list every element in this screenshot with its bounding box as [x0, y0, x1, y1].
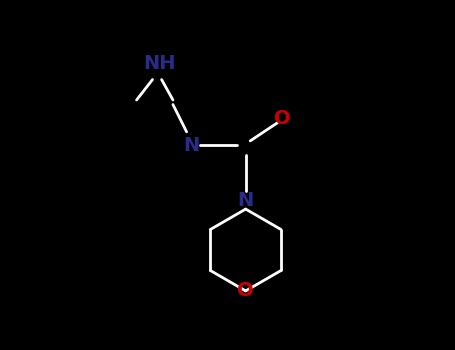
- Text: O: O: [238, 281, 254, 300]
- Text: NH: NH: [143, 54, 176, 73]
- Text: N: N: [183, 136, 199, 155]
- Text: N: N: [238, 190, 254, 210]
- Text: O: O: [274, 109, 290, 128]
